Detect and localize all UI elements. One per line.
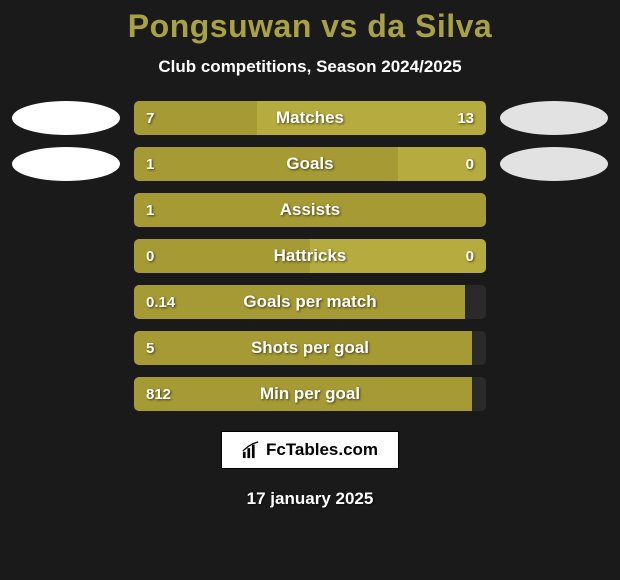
stat-bar: 10Goals	[134, 147, 486, 181]
bar-fill-left	[134, 331, 472, 365]
stat-value-left: 0.14	[146, 285, 175, 319]
stat-value-right: 13	[457, 101, 474, 135]
club-logo-left	[12, 101, 120, 135]
stat-row: 713Matches	[0, 101, 620, 135]
stat-row: 1Assists	[0, 193, 620, 227]
stat-row: 5Shots per goal	[0, 331, 620, 365]
brand-badge: FcTables.com	[221, 431, 399, 469]
bar-fill-right	[310, 239, 486, 273]
stat-value-left: 7	[146, 101, 154, 135]
stat-bar: 1Assists	[134, 193, 486, 227]
bar-fill-left	[134, 147, 398, 181]
subtitle: Club competitions, Season 2024/2025	[0, 57, 620, 77]
club-logo-left	[12, 147, 120, 181]
stat-bar: 00Hattricks	[134, 239, 486, 273]
stat-rows: 713Matches10Goals1Assists00Hattricks0.14…	[0, 101, 620, 411]
stat-value-left: 0	[146, 239, 154, 273]
bar-fill-left	[134, 377, 472, 411]
stat-value-right: 0	[466, 147, 474, 181]
bar-fill-left	[134, 239, 310, 273]
stat-row: 812Min per goal	[0, 377, 620, 411]
stat-value-left: 1	[146, 147, 154, 181]
club-logo-right	[500, 101, 608, 135]
page-title: Pongsuwan vs da Silva	[0, 8, 620, 45]
comparison-infographic: Pongsuwan vs da Silva Club competitions,…	[0, 0, 620, 580]
club-logo-right	[500, 147, 608, 181]
stat-value-right: 0	[466, 239, 474, 273]
stat-bar: 5Shots per goal	[134, 331, 486, 365]
bar-fill-left	[134, 193, 486, 227]
stat-row: 00Hattricks	[0, 239, 620, 273]
stat-value-left: 5	[146, 331, 154, 365]
footer: FcTables.com	[0, 431, 620, 469]
chart-icon	[242, 441, 260, 459]
vs-text: vs	[321, 8, 358, 44]
stat-row: 0.14Goals per match	[0, 285, 620, 319]
stat-bar: 812Min per goal	[134, 377, 486, 411]
stat-row: 10Goals	[0, 147, 620, 181]
player2-name: da Silva	[367, 8, 492, 44]
stat-value-left: 1	[146, 193, 154, 227]
player1-name: Pongsuwan	[128, 8, 312, 44]
date-text: 17 january 2025	[0, 489, 620, 509]
stat-value-left: 812	[146, 377, 171, 411]
stat-bar: 713Matches	[134, 101, 486, 135]
bar-fill-left	[134, 285, 465, 319]
bar-fill-right	[257, 101, 486, 135]
brand-text: FcTables.com	[266, 440, 378, 460]
stat-bar: 0.14Goals per match	[134, 285, 486, 319]
